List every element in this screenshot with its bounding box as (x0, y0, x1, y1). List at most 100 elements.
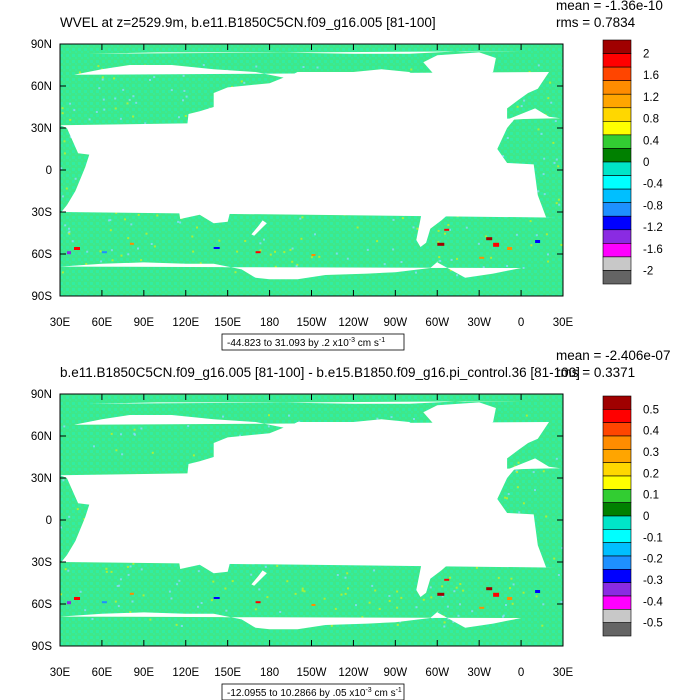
field-speck (429, 586, 432, 589)
colorbar-label: 1.2 (643, 92, 659, 104)
field-speck (177, 220, 180, 223)
field-speck (522, 502, 525, 505)
field-speck (266, 596, 269, 599)
field-speck (439, 260, 442, 262)
colorbar-swatch (602, 175, 632, 190)
field-speck (415, 606, 418, 609)
colorbar-swatch (602, 489, 632, 503)
mean-label: mean = -1.36e-10 (556, 0, 663, 13)
field-speck (520, 105, 523, 108)
field-speck (462, 589, 465, 592)
field-speck (140, 259, 143, 262)
colorbar-swatch (602, 542, 632, 557)
field-speck (512, 583, 515, 586)
field-speck (101, 78, 104, 81)
field-speck (301, 589, 304, 592)
field-speck (516, 105, 519, 108)
field-speck (300, 237, 303, 240)
field-speck (149, 79, 151, 81)
land-north-america (286, 69, 438, 159)
colorbar-label: -0.1 (643, 532, 663, 544)
x-tick-label: 90W (384, 317, 408, 329)
field-speck (340, 593, 343, 596)
range-label: -12.0955 to 10.2866 by .05 x10-3 cm s-1 (227, 687, 402, 699)
colorbar-label: 0.3 (643, 447, 659, 459)
field-speck (63, 140, 66, 143)
field-speck (178, 579, 181, 582)
field-speck (459, 583, 462, 585)
field-speck (376, 417, 379, 420)
field-speck (502, 155, 505, 158)
field-speck (558, 203, 561, 206)
field-speck (555, 457, 558, 460)
field-speck (243, 81, 246, 84)
field-speck (137, 247, 139, 250)
field-speck (457, 614, 460, 617)
field-speck (99, 250, 102, 253)
field-speck (254, 608, 257, 611)
field-speck (455, 586, 458, 589)
field-speck (69, 118, 72, 121)
field-speck (506, 497, 508, 500)
field-speck (156, 214, 159, 217)
field-speck (422, 598, 425, 601)
range-label: -44.823 to 31.093 by .2 x10-3 cm s-1 (227, 337, 385, 349)
field-speck (182, 99, 184, 102)
land-antarctica (0, 260, 18, 296)
anomaly-speck (486, 587, 493, 591)
x-tick-label: 150E (214, 317, 241, 329)
y-tick-label: 60N (31, 81, 52, 93)
field-speck (374, 589, 377, 592)
anomaly-speck (74, 247, 80, 250)
field-speck (443, 621, 446, 624)
field-speck (97, 65, 100, 68)
field-speck (301, 587, 304, 590)
field-speck (259, 249, 262, 252)
colorbar-label: 1.6 (643, 70, 659, 82)
field-speck (506, 137, 509, 139)
field-speck (537, 64, 540, 67)
land-madagascar (79, 538, 88, 555)
field-speck (103, 108, 106, 111)
field-speck (151, 451, 154, 454)
anomaly-speck (437, 242, 445, 246)
field-speck (550, 101, 553, 104)
field-speck (73, 109, 76, 112)
field-speck (537, 190, 540, 193)
field-speck (239, 434, 242, 437)
field-speck (452, 620, 455, 623)
field-speck (114, 97, 117, 100)
field-speck (286, 580, 289, 583)
field-speck (543, 193, 546, 196)
colorbar-swatch (602, 409, 632, 423)
field-speck (149, 618, 152, 621)
field-speck (400, 261, 403, 263)
anomaly-speck (444, 228, 450, 231)
colorbar-swatch (602, 595, 632, 610)
field-speck (170, 597, 173, 600)
colorbar-label: 0 (643, 157, 649, 169)
colorbar: 0.5 0.4 0.3 0.2 0.1 0 -0.1 -0.2 -0.3 -0.4 -0.5 (602, 395, 663, 637)
field-speck (180, 625, 183, 627)
colorbar-swatch (602, 134, 632, 149)
field-speck (67, 569, 70, 572)
colorbar-swatch (602, 188, 632, 203)
field-speck (283, 251, 286, 254)
field-speck (515, 233, 518, 236)
field-speck (438, 256, 441, 259)
field-speck (61, 195, 64, 198)
field-speck (118, 584, 121, 587)
field-speck (132, 95, 135, 98)
field-speck (137, 213, 140, 216)
rms-label: rms = 0.7834 (556, 15, 636, 30)
field-speck (182, 74, 185, 77)
anomaly-speck (255, 251, 261, 254)
field-speck (107, 219, 110, 222)
field-speck (65, 187, 68, 190)
field-speck (299, 217, 302, 220)
y-tick-label: 90S (32, 291, 53, 303)
field-speck (184, 115, 187, 117)
x-tick-label: 120E (172, 667, 199, 679)
anomaly-speck (479, 606, 485, 609)
